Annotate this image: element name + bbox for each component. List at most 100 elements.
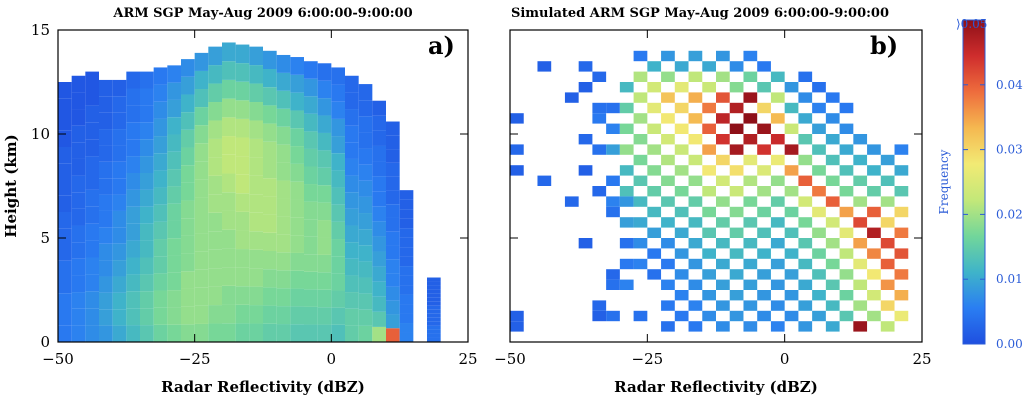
heatmap-cell xyxy=(798,321,813,332)
x-tick-label: 25 xyxy=(912,350,931,368)
heatmap-cell xyxy=(853,300,868,311)
heatmap-cell xyxy=(235,193,250,212)
heatmap-cell xyxy=(331,307,345,325)
heatmap-cell xyxy=(880,321,895,332)
panel-a-ylabel: Height (km) xyxy=(2,134,20,237)
heatmap-cell xyxy=(99,227,113,244)
heatmap-cell xyxy=(839,310,854,322)
heatmap-cell xyxy=(399,190,414,200)
heatmap-cell xyxy=(304,148,318,167)
y-tick-label: 0 xyxy=(40,333,50,351)
heatmap-cell xyxy=(263,105,277,124)
heatmap-cell xyxy=(249,323,263,342)
heatmap-cell xyxy=(358,132,373,149)
heatmap-cell xyxy=(839,102,854,114)
heatmap-cell xyxy=(222,117,236,137)
heatmap-cell xyxy=(661,279,675,290)
heatmap-cell xyxy=(784,123,799,134)
heatmap-cell xyxy=(331,204,345,222)
colorbar-ticks: 0.00 0.01 0.02 0.03 0.04 ⟩0.05 xyxy=(956,17,1023,351)
heatmap-cell xyxy=(702,310,716,322)
heatmap-cell xyxy=(853,321,868,332)
heatmap-cell xyxy=(194,233,209,252)
heatmap-cell xyxy=(222,285,236,305)
heatmap-cell xyxy=(606,123,620,134)
heatmap-cell xyxy=(880,300,895,311)
heatmap-cell xyxy=(633,92,648,103)
heatmap-cell xyxy=(99,276,113,293)
heatmap-cell xyxy=(126,240,140,258)
heatmap-cell xyxy=(304,61,318,79)
heatmap-cell xyxy=(606,102,620,114)
heatmap-cell xyxy=(702,144,716,155)
heatmap-cell xyxy=(222,192,236,211)
heatmap-cell xyxy=(71,175,86,193)
heatmap-cell xyxy=(249,83,263,103)
heatmap-cell xyxy=(592,144,607,155)
heatmap-cell xyxy=(249,102,263,121)
heatmap-cell xyxy=(58,147,72,164)
heatmap-cell xyxy=(880,238,895,249)
heatmap-cell xyxy=(729,102,744,114)
y-tick-label: 10 xyxy=(31,125,50,143)
heatmap-cell xyxy=(757,248,771,259)
heatmap-cell xyxy=(386,162,400,177)
heatmap-cell xyxy=(894,186,909,197)
heatmap-cell xyxy=(372,161,386,177)
colorbar-tick-label: 0.04 xyxy=(996,78,1023,92)
heatmap-cell xyxy=(606,196,620,207)
heatmap-cell xyxy=(743,300,758,311)
heatmap-cell xyxy=(647,82,662,93)
heatmap-cell xyxy=(304,131,318,149)
heatmap-cell xyxy=(784,310,799,322)
heatmap-cell xyxy=(249,120,263,139)
heatmap-cell xyxy=(276,216,291,235)
heatmap-cell xyxy=(276,126,291,145)
heatmap-cell xyxy=(249,157,263,176)
heatmap-cell xyxy=(399,304,414,314)
heatmap-cell xyxy=(208,194,222,213)
heatmap-cell xyxy=(386,190,400,205)
heatmap-cell xyxy=(317,98,332,116)
heatmap-cell xyxy=(345,242,359,259)
heatmap-cell xyxy=(386,245,400,260)
heatmap-cell xyxy=(317,80,332,99)
heatmap-cell xyxy=(564,92,579,103)
heatmap-cell xyxy=(633,310,648,322)
heatmap-cell xyxy=(153,204,168,222)
heatmap-cell xyxy=(58,212,72,229)
heatmap-cell xyxy=(345,158,359,176)
heatmap-cell xyxy=(290,235,304,253)
panel-b-title: Simulated ARM SGP May-Aug 2009 6:00:00-9… xyxy=(511,6,889,21)
heatmap-cell xyxy=(674,269,689,280)
heatmap-cell xyxy=(358,261,373,278)
heatmap-cell xyxy=(592,113,607,124)
heatmap-cell xyxy=(181,94,195,113)
heatmap-cell xyxy=(798,113,813,124)
heatmap-cell xyxy=(716,238,730,249)
heatmap-cell xyxy=(85,122,99,140)
heatmap-cell xyxy=(386,314,400,329)
heatmap-cell xyxy=(249,286,263,306)
heatmap-cell xyxy=(194,251,209,270)
heatmap-cell xyxy=(276,54,291,73)
heatmap-cell xyxy=(99,145,113,162)
heatmap-cell xyxy=(633,71,648,82)
heatmap-cell xyxy=(126,156,140,173)
heatmap-cell xyxy=(167,134,181,152)
heatmap-cell xyxy=(358,245,373,262)
heatmap-cell xyxy=(235,304,250,324)
heatmap-cell xyxy=(290,110,304,129)
heatmap-cell xyxy=(222,248,236,268)
heatmap-cell xyxy=(112,292,127,310)
heatmap-cell xyxy=(619,238,634,249)
heatmap-cell xyxy=(126,308,140,326)
heatmap-cell xyxy=(743,196,758,207)
heatmap-cell xyxy=(71,158,86,176)
heatmap-cell xyxy=(894,206,909,218)
heatmap-cell xyxy=(181,200,195,219)
heatmap-cell xyxy=(688,279,703,290)
heatmap-cell xyxy=(126,223,140,241)
heatmap-cell xyxy=(208,212,222,232)
heatmap-cell xyxy=(839,269,854,280)
